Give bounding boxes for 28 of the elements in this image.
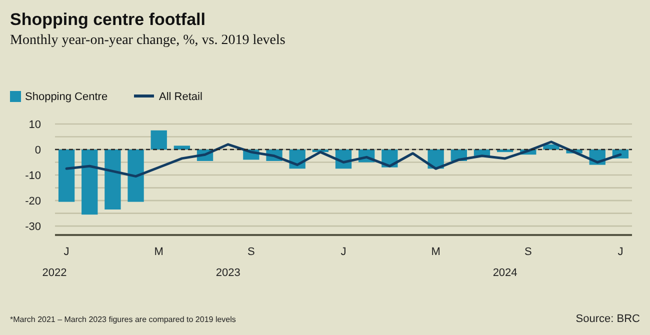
- legend-label: Shopping Centre: [25, 91, 108, 103]
- x-tick-label: M: [154, 246, 164, 258]
- line-series: [65, 140, 622, 178]
- bar: [150, 130, 167, 150]
- x-tick-label: J: [340, 246, 346, 258]
- x-tick-label: S: [248, 246, 255, 258]
- x-tick-label: M: [431, 246, 440, 258]
- y-tick-label: -10: [25, 170, 41, 182]
- bar: [82, 150, 98, 215]
- bar: [174, 146, 190, 150]
- text: 2022: [42, 267, 67, 279]
- y-tick-label: -20: [25, 195, 41, 208]
- text: 2024: [492, 267, 518, 279]
- source-note: Source: BRC: [576, 313, 640, 325]
- legend-label: All Retail: [159, 91, 202, 103]
- text: 2023: [216, 267, 240, 279]
- y-tick-label: 10: [28, 118, 41, 131]
- bar: [128, 150, 144, 202]
- bar: [58, 150, 75, 202]
- x-tick-label: S: [524, 246, 532, 258]
- text: *March 2021 – March 2023 figures are compared to 2019 levels: [10, 315, 236, 324]
- chart-title: Shopping centre footfall: [10, 10, 206, 29]
- y-tick-label: -30: [25, 220, 41, 233]
- y-tick-label: 0: [34, 144, 41, 156]
- x-tick-label: J: [64, 246, 70, 258]
- chart-subtitle: Monthly year-on-year change, %, vs. 2019 levels: [10, 33, 286, 48]
- bar: [104, 150, 121, 210]
- x-tick-label: J: [618, 246, 624, 258]
